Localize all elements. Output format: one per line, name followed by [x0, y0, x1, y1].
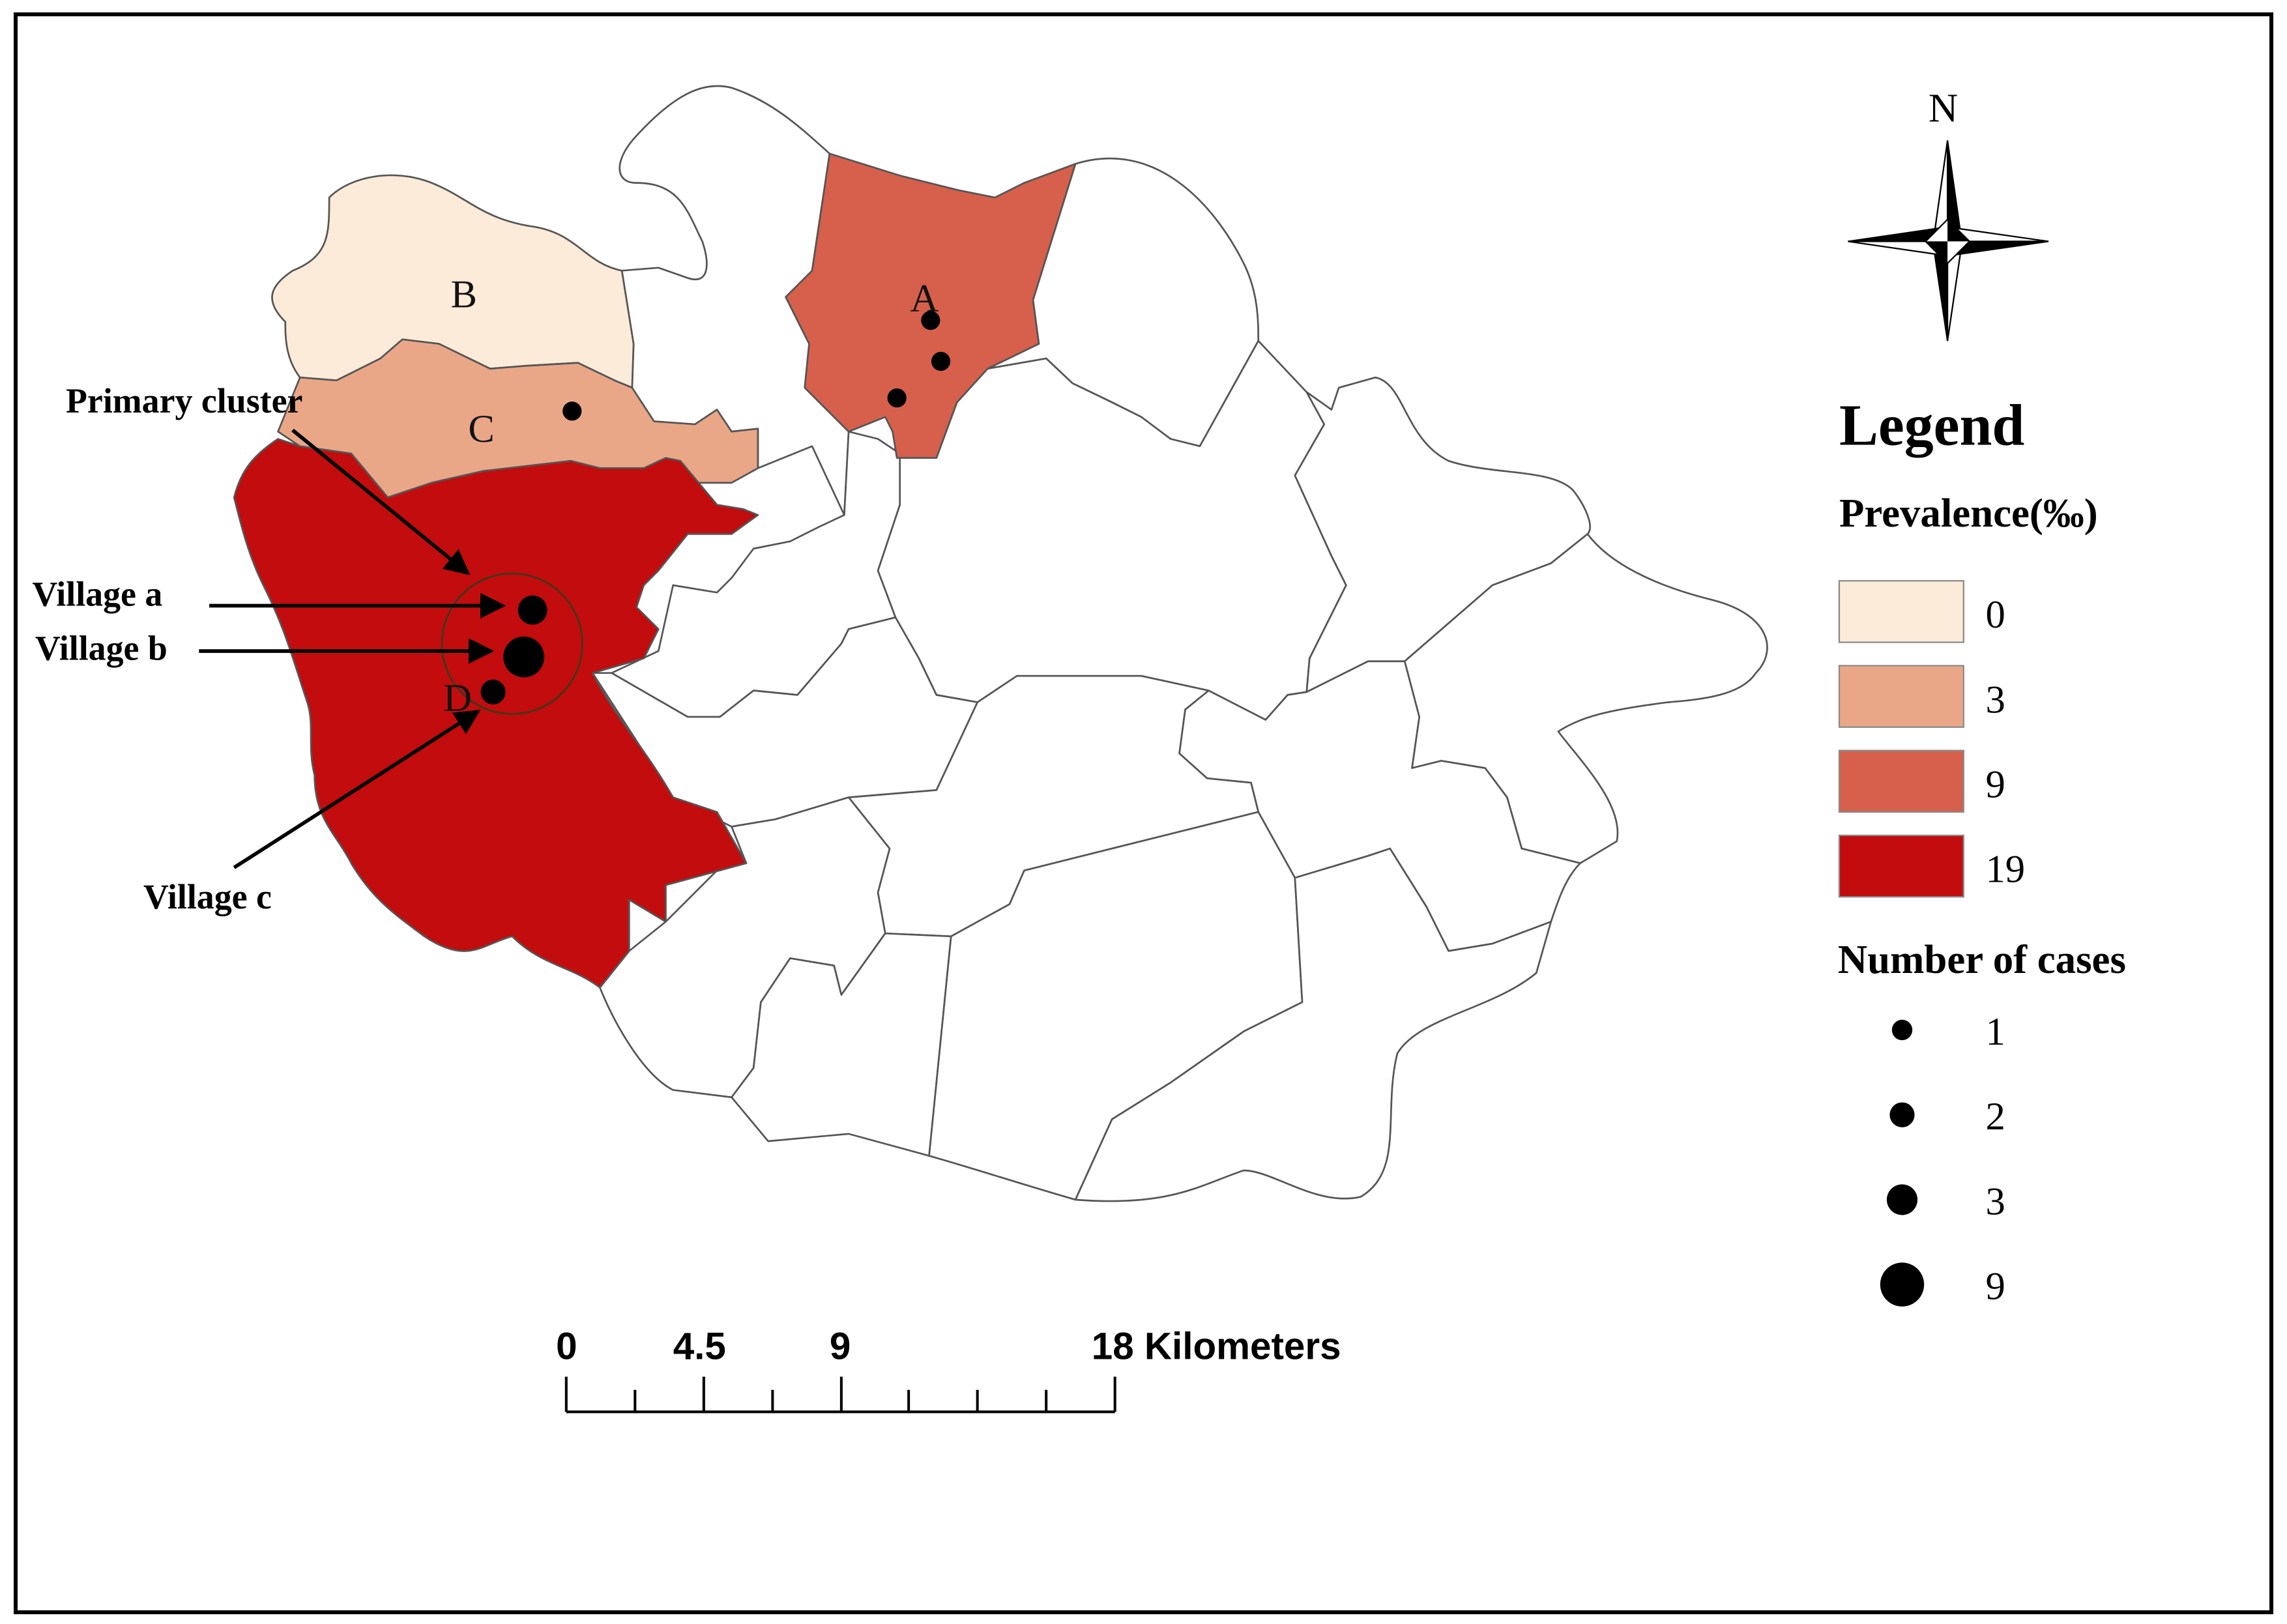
township-d	[233, 438, 759, 989]
north-label: N	[1929, 85, 1958, 130]
case-dot-a2	[931, 351, 951, 371]
case-dots	[480, 311, 951, 704]
primary-cluster-circle	[441, 572, 583, 715]
township-b	[271, 174, 635, 389]
township-southeast	[1074, 847, 1552, 1202]
legend-swatch-9-label: 9	[1985, 763, 2005, 807]
primary-cluster-label: Primary cluster	[66, 381, 302, 420]
case-dot-village-b	[503, 636, 545, 678]
case-dot-village-c	[480, 679, 506, 704]
legend-swatch-9	[1838, 749, 1964, 813]
legend-cases-title: Number of cases	[1838, 936, 2126, 982]
legend-swatch-19-label: 19	[1985, 848, 2025, 892]
case-dot-a3	[887, 388, 907, 408]
legend-case-dot-9	[1880, 1262, 1925, 1307]
legend: Legend Prevalence(‰) 0 3 9 19 Number of …	[1838, 393, 2126, 1308]
legend-swatch-3-label: 3	[1985, 678, 2005, 721]
legend-swatch-0-label: 0	[1985, 593, 2005, 637]
arrow-primary-cluster	[291, 428, 471, 575]
village-c-label: Village c	[143, 877, 272, 916]
scale-bar: 0 4.5 9 18 Kilometers	[556, 1326, 1341, 1414]
legend-case-dot-3	[1886, 1184, 1918, 1215]
north-arrow-icon: N	[1848, 85, 2049, 341]
legend-case-label-1: 1	[1985, 1010, 2005, 1054]
region-label-a: A	[910, 277, 939, 321]
legend-swatch-0	[1838, 580, 1964, 643]
legend-case-dot-2	[1889, 1102, 1915, 1127]
case-dot-c	[562, 401, 582, 421]
village-a-label: Village a	[32, 574, 162, 613]
legend-swatch-19	[1838, 834, 1964, 898]
region-label-b: B	[450, 272, 476, 316]
region-label-d: D	[443, 676, 472, 720]
township-south-central	[928, 811, 1304, 1201]
legend-case-label-9: 9	[1985, 1265, 2005, 1309]
scale-tick-4-5: 4.5	[673, 1326, 726, 1368]
scale-tick-0: 0	[556, 1326, 577, 1368]
legend-case-label-2: 2	[1985, 1095, 2005, 1138]
scale-tick-18: 18 Kilometers	[1092, 1326, 1341, 1368]
township-boundaries	[591, 85, 1768, 1202]
legend-title: Legend	[1839, 393, 2024, 457]
legend-prevalence-title: Prevalence(‰)	[1839, 490, 2098, 536]
legend-case-label-3: 3	[1985, 1180, 2005, 1223]
legend-swatch-3	[1838, 665, 1964, 728]
region-label-c: C	[468, 407, 494, 451]
scale-tick-9: 9	[830, 1326, 851, 1368]
village-b-label: Village b	[35, 628, 168, 667]
township-a	[785, 152, 1077, 459]
case-dot-village-a	[517, 595, 547, 625]
case-dot-a1	[921, 311, 940, 330]
arrow-village-c	[233, 709, 481, 869]
legend-case-dot-1	[1891, 1019, 1913, 1041]
